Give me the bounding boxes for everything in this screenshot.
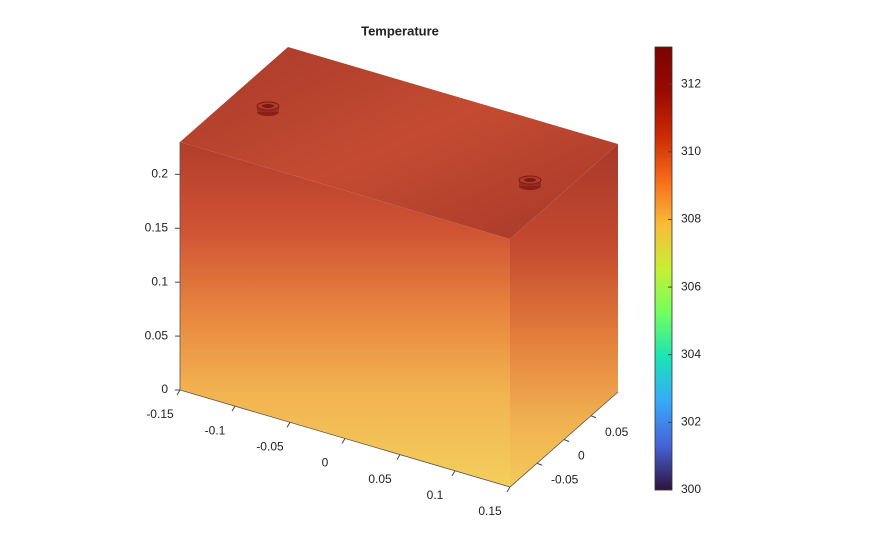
x-tick	[396, 454, 401, 460]
x-tick	[451, 470, 456, 477]
colorbar-tick-label: 312	[681, 76, 701, 90]
side-face	[510, 144, 618, 487]
x-tick-label: -0.15	[146, 407, 174, 421]
chart-title: Temperature	[361, 23, 439, 38]
front-face	[180, 142, 510, 487]
z-tick-label: 0.05	[145, 328, 169, 342]
x-tick	[176, 389, 181, 396]
y-tick	[563, 439, 570, 442]
x-tick-label: -0.1	[205, 423, 226, 437]
y-tick	[536, 462, 543, 466]
colorbar-tick-label: 300	[681, 482, 701, 496]
z-tick-label: 0.1	[151, 274, 168, 288]
axis-line	[179, 142, 619, 488]
x-tick-label: 0	[322, 456, 329, 470]
z-tick-label: 0.2	[151, 167, 168, 181]
colorbar-tick-label: 304	[681, 347, 701, 361]
y-tick-label: -0.05	[551, 472, 579, 486]
y-tick-label: 0	[578, 449, 585, 463]
colorbar-tick-label: 306	[681, 279, 701, 293]
colorbar-tick-label: 308	[681, 212, 701, 226]
z-tick-label: 0	[161, 382, 168, 396]
x-tick	[231, 405, 236, 412]
x-tick	[341, 438, 346, 444]
y-tick	[590, 415, 597, 419]
terminal	[524, 178, 536, 182]
x-tick-label: 0.1	[427, 488, 444, 502]
y-tick-label: 0.05	[605, 425, 629, 439]
terminal	[262, 104, 274, 108]
box	[180, 47, 618, 487]
x-tick-label: -0.05	[256, 440, 284, 454]
colorbar-tick-label: 310	[681, 144, 701, 158]
colorbar-tick-label: 302	[681, 415, 701, 429]
z-tick-label: 0.15	[145, 220, 169, 234]
x-tick	[506, 486, 511, 493]
axes: 0 0.05 0.1 0.15 0.2 -0.15 -0.1 -0.05 0 0.05 0.1 0.1…	[145, 142, 629, 518]
x-tick-label: 0.15	[478, 504, 502, 518]
top-face	[180, 47, 618, 239]
x-tick	[286, 422, 291, 428]
x-tick-label: 0.05	[368, 472, 392, 486]
colorbar	[654, 46, 673, 491]
